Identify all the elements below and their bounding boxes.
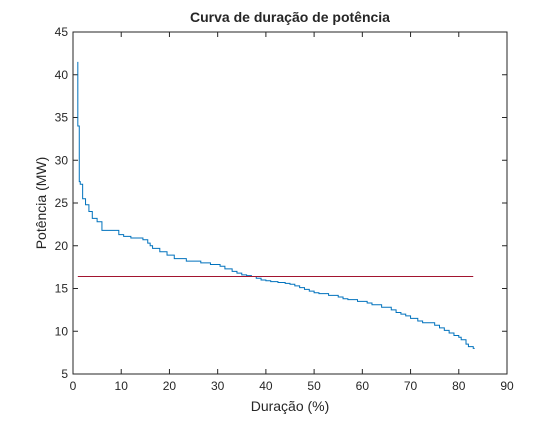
- x-tick-label: 50: [307, 379, 321, 393]
- y-tick-label: 15: [55, 282, 69, 296]
- y-tick-label: 10: [55, 324, 69, 338]
- y-axis-ticks: 5 10 15 20 25 30 35 40 45: [55, 25, 507, 381]
- series-layer: [77, 61, 475, 349]
- x-axis-ticks: 0 10 20 30 40 50 60 70 80 90: [70, 32, 514, 393]
- series-line-1: [77, 61, 475, 349]
- y-axis-label: Potência (MW): [33, 157, 49, 250]
- y-tick-label: 40: [55, 68, 69, 82]
- y-tick-label: 30: [55, 153, 69, 167]
- x-tick-label: 30: [211, 379, 225, 393]
- x-tick-label: 10: [115, 379, 129, 393]
- x-tick-label: 80: [452, 379, 466, 393]
- x-tick-label: 0: [70, 379, 77, 393]
- y-tick-label: 20: [55, 239, 69, 253]
- y-tick-label: 45: [55, 25, 69, 39]
- y-tick-label: 35: [55, 111, 69, 125]
- x-tick-label: 90: [500, 379, 514, 393]
- chart-title: Curva de duração de potência: [190, 9, 390, 25]
- plot-area-border: [72, 31, 508, 375]
- y-tick-label: 5: [61, 367, 68, 381]
- x-tick-label: 70: [404, 379, 418, 393]
- y-tick-label: 25: [55, 196, 69, 210]
- x-tick-label: 20: [163, 379, 177, 393]
- x-tick-label: 40: [259, 379, 273, 393]
- x-tick-label: 60: [356, 379, 370, 393]
- x-axis-label: Duração (%): [251, 398, 330, 414]
